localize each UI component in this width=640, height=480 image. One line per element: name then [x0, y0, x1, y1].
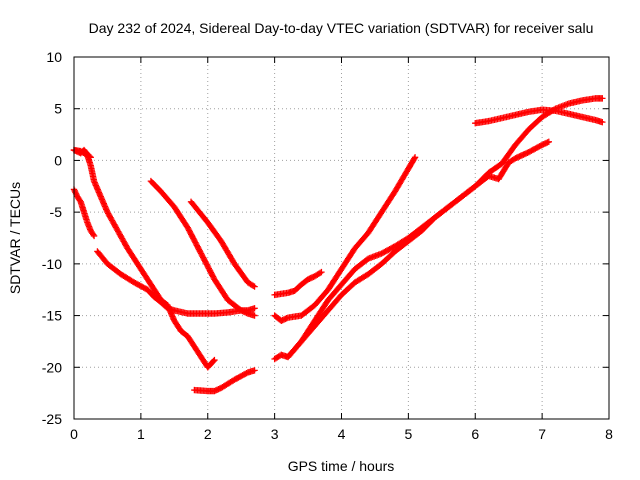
- y-tick-label: -25: [42, 411, 62, 427]
- y-axis-label: SDTVAR / TECUs: [7, 182, 23, 294]
- y-tick-label: -5: [50, 204, 63, 220]
- y-tick-label: 0: [54, 152, 62, 168]
- y-tick-label: 5: [54, 101, 62, 117]
- y-tick-label: -15: [42, 308, 62, 324]
- x-tick-label: 6: [471, 426, 479, 442]
- y-tick-label: 10: [46, 49, 62, 65]
- x-tick-label: 8: [605, 426, 613, 442]
- x-tick-label: 5: [404, 426, 412, 442]
- chart: 0 1 2 3 4 5 6 7 8 10 5 0 -5 -10 -15 -20 -25 Day 232 of 2…: [0, 0, 640, 480]
- x-tick-label: 2: [204, 426, 212, 442]
- x-tick-label: 3: [271, 426, 279, 442]
- x-tick-label: 4: [338, 426, 346, 442]
- x-tick-label: 1: [137, 426, 145, 442]
- chart-background: [0, 0, 640, 480]
- x-tick-label: 7: [538, 426, 546, 442]
- x-tick-label: 0: [70, 426, 78, 442]
- y-tick-label: -10: [42, 256, 62, 272]
- x-axis-label: GPS time / hours: [288, 458, 395, 474]
- chart-title: Day 232 of 2024, Sidereal Day-to-day VTE…: [89, 20, 594, 36]
- y-tick-label: -20: [42, 359, 62, 375]
